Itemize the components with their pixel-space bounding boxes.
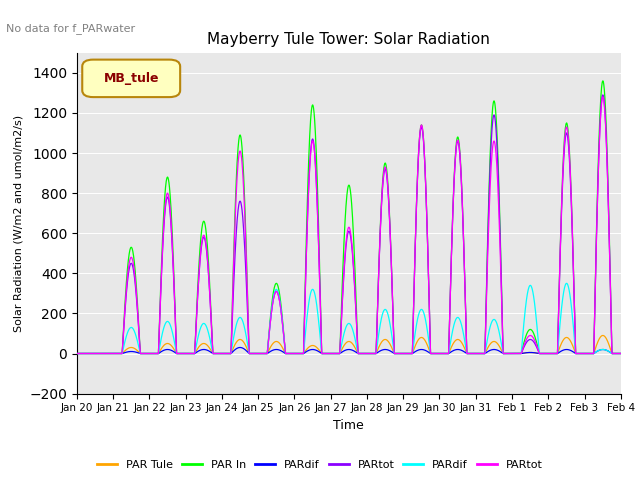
FancyBboxPatch shape [82,60,180,97]
Title: Mayberry Tule Tower: Solar Radiation: Mayberry Tule Tower: Solar Radiation [207,33,490,48]
Y-axis label: Solar Radiation (W/m2 and umol/m2/s): Solar Radiation (W/m2 and umol/m2/s) [13,115,24,332]
Legend: PAR Tule, PAR In, PARdif, PARtot, PARdif, PARtot: PAR Tule, PAR In, PARdif, PARtot, PARdif… [93,456,547,474]
Text: No data for f_PARwater: No data for f_PARwater [6,23,136,34]
X-axis label: Time: Time [333,419,364,432]
Text: MB_tule: MB_tule [104,72,159,85]
